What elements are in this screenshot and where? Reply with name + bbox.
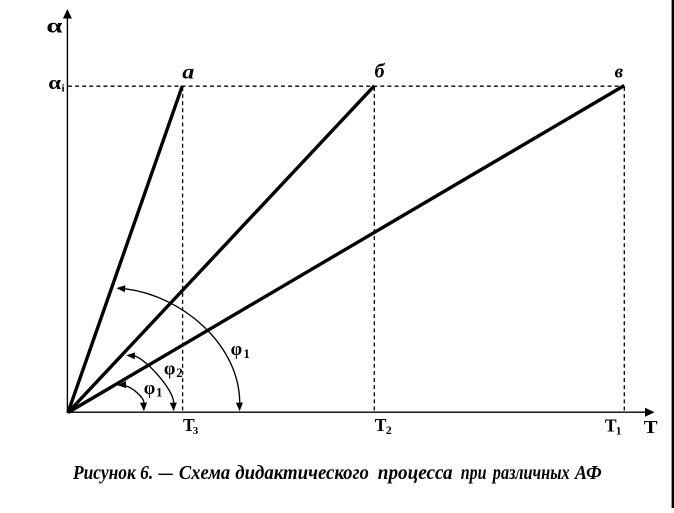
svg-text:Т: Т	[644, 417, 658, 437]
svg-text:б: б	[375, 61, 386, 83]
svg-text:в: в	[615, 62, 624, 83]
svg-text:1: 1	[243, 346, 250, 361]
svg-text:i: i	[62, 83, 65, 95]
svg-text:1: 1	[616, 426, 622, 438]
svg-text:3: 3	[193, 425, 199, 437]
svg-text:а: а	[182, 61, 194, 83]
svg-text:2: 2	[176, 365, 183, 380]
svg-text:φ: φ	[144, 378, 156, 399]
svg-text:Т: Т	[375, 415, 387, 435]
svg-text:2: 2	[386, 425, 392, 437]
svg-text:φ: φ	[231, 339, 243, 360]
svg-text:Т: Т	[605, 416, 617, 436]
svg-text:φ: φ	[164, 358, 176, 379]
svg-text:α: α	[46, 16, 62, 38]
svg-text:α: α	[48, 73, 61, 94]
svg-text:1: 1	[156, 384, 163, 399]
svg-text:Т: Т	[183, 415, 195, 435]
